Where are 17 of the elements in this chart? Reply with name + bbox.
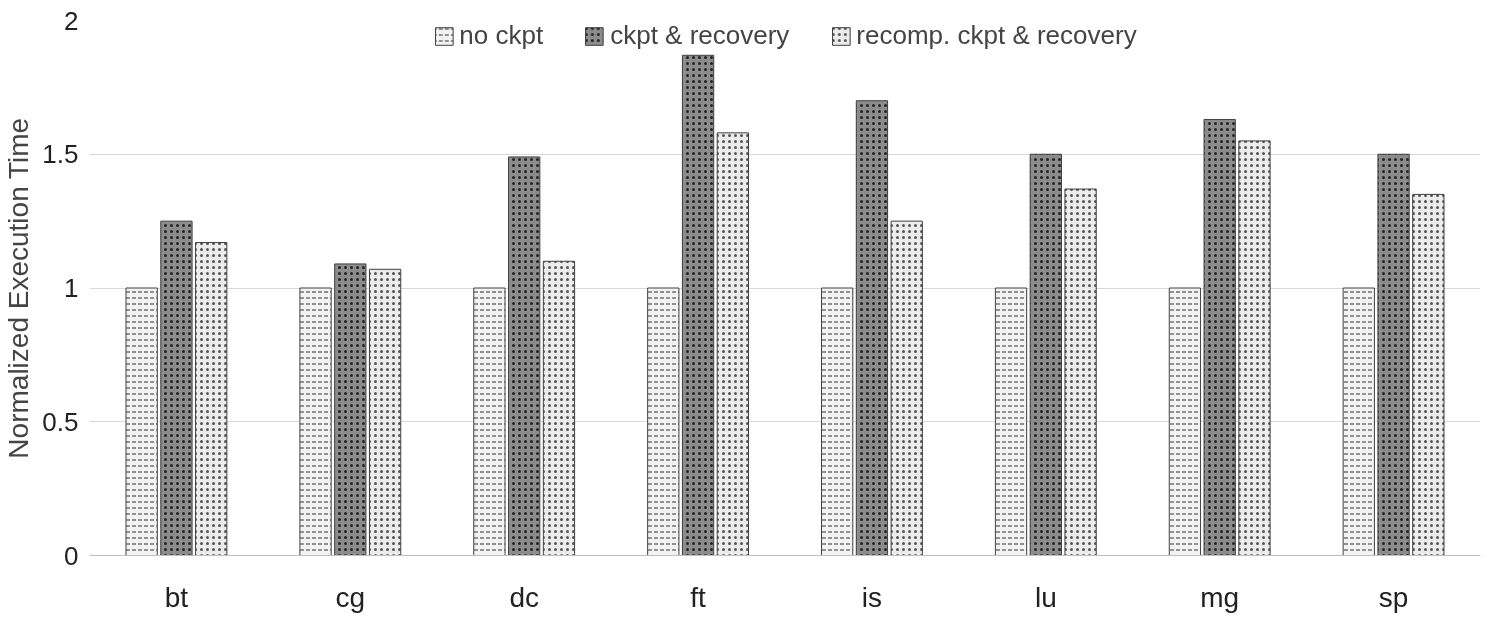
y-tick-label: 0.5 <box>42 406 79 437</box>
legend-label: recomp. ckpt & recovery <box>856 20 1137 51</box>
x-tick-label: ft <box>690 581 707 613</box>
y-tick-label: 2 <box>64 5 79 36</box>
x-tick-label: lu <box>1034 581 1057 613</box>
x-tick-label: dc <box>509 581 539 613</box>
x-tick-label: mg <box>1200 581 1240 613</box>
x-tick-label: is <box>861 581 883 613</box>
y-tick-label: 1.5 <box>42 139 79 170</box>
x-tick-label: cg <box>335 581 366 613</box>
x-tick-label: sp <box>1378 581 1409 613</box>
legend-label: no ckpt <box>459 20 544 51</box>
y-axis-title: Normalized Execution Time <box>3 117 35 459</box>
x-tick-label: bt <box>164 581 189 613</box>
y-tick-label: 1 <box>64 273 79 303</box>
y-tick-label: 0 <box>64 540 79 571</box>
legend-label: ckpt & recovery <box>610 20 790 51</box>
